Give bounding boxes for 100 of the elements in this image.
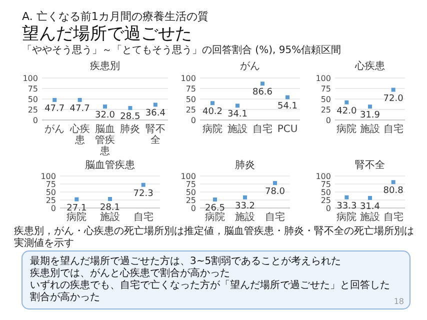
x-tick-label: 腎不全 [145, 123, 166, 146]
y-tick-label: 75 [46, 180, 56, 189]
data-label: 31.4 [360, 202, 380, 212]
x-tick-label: 施設 [360, 123, 380, 135]
x-tick-label: 自宅 [265, 211, 285, 223]
point [213, 198, 217, 202]
data-label: 33.2 [234, 201, 256, 212]
data-label: 72.3 [133, 188, 154, 199]
data-label: 78.0 [264, 187, 286, 198]
data-label: 86.6 [252, 88, 273, 98]
point [78, 98, 82, 102]
text: 望んだ場所で過ごせた [22, 24, 192, 44]
y-tick-label: 50 [320, 95, 331, 104]
x-tick-label: 心疾患 [68, 123, 90, 146]
point [273, 181, 277, 186]
data-label: 36.4 [145, 108, 166, 119]
text: 「ややそう思う」～「とてもそう思う」の回答割合 (%), 95%信頼区間 [22, 44, 342, 56]
data-label: 80.8 [383, 186, 404, 196]
x-tick-label: 施設 [235, 211, 255, 223]
data-label: 47.7 [44, 104, 65, 114]
data-label: 28.5 [120, 112, 140, 122]
data-label: 33.3 [336, 201, 357, 212]
point [236, 104, 240, 108]
point [52, 98, 57, 102]
point [344, 100, 349, 104]
point [391, 88, 396, 92]
x-tick-label: 病院 [336, 211, 357, 223]
x-tick-label: 施設 [100, 211, 120, 223]
point [368, 104, 372, 109]
data-label: 40.2 [202, 107, 223, 118]
x-tick-label: 病院 [336, 123, 357, 135]
chart-title: 腎不全 [355, 159, 385, 171]
y-tick-label: 25 [320, 196, 331, 205]
y-tick-label: 50 [46, 188, 56, 197]
data-label: 47.7 [70, 104, 90, 114]
y-tick-label: 100 [180, 172, 196, 181]
x-tick-label: がん [44, 124, 65, 135]
text: いずれの疾患でも、自宅で亡くなった方が「望んだ場所で過ごせた」と回答した割合が高かった [30, 279, 390, 303]
chart-title: 疾患別 [90, 60, 120, 72]
y-tick-label: 75 [320, 84, 331, 94]
y-tick-label: 100 [316, 74, 331, 83]
y-tick-label: 0 [190, 204, 196, 213]
y-tick-label: 25 [28, 106, 38, 114]
point [103, 104, 107, 109]
point [108, 197, 112, 202]
point [286, 95, 290, 100]
y-tick-label: 50 [320, 188, 331, 197]
y-tick-label: 100 [316, 172, 331, 181]
data-label: 34.1 [227, 110, 248, 120]
point [128, 106, 132, 110]
data-label: 72.0 [383, 94, 404, 104]
x-tick-label: 病院 [66, 211, 87, 223]
x-tick-label: 肺炎 [120, 123, 140, 135]
y-tick-label: 25 [320, 106, 331, 114]
chart-title: 肺炎 [235, 159, 255, 171]
x-tick-label: 施設 [360, 211, 380, 223]
point [210, 101, 214, 106]
chart-title: 心疾患 [354, 60, 385, 72]
y-tick-label: 25 [186, 196, 196, 205]
text: A. 亡くなる前1カ月間の療養生活の質 [22, 10, 208, 23]
x-tick-label: 病院 [202, 123, 222, 135]
point [391, 180, 396, 184]
x-tick-label: 自宅 [383, 211, 404, 223]
x-tick-label: 施設 [228, 123, 248, 135]
y-tick-label: 50 [186, 188, 196, 197]
y-tick-label: 25 [186, 106, 196, 114]
y-tick-label: 75 [28, 84, 38, 94]
x-tick-label: PCU [277, 124, 298, 135]
y-tick-label: 0 [326, 204, 331, 213]
text: 最期を望んだ場所で過ごせた方は、3~5割弱であることが考えられた [30, 255, 342, 267]
y-tick-label: 100 [40, 172, 56, 181]
y-tick-label: 0 [190, 116, 196, 125]
text: 疾患別，がん・心疾患の死亡場所別は推定値，脳血管疾患・肺炎・腎不全の死亡場所別は実測値を示す [14, 225, 414, 249]
data-label: 32.0 [94, 110, 116, 121]
y-tick-label: 100 [180, 74, 196, 83]
x-tick-label: 自宅 [252, 123, 272, 135]
y-tick-label: 75 [320, 180, 331, 189]
y-tick-label: 75 [186, 84, 196, 94]
y-tick-label: 50 [28, 95, 38, 104]
y-tick-label: 100 [22, 74, 38, 83]
x-tick-label: 病院 [205, 211, 225, 223]
text: 疾患別では、がんと心疾患で割合が高かった [30, 267, 230, 279]
y-tick-label: 50 [186, 95, 196, 104]
point [74, 197, 79, 202]
y-tick-label: 0 [32, 116, 38, 125]
y-tick-label: 75 [186, 180, 196, 189]
point [153, 102, 158, 107]
x-tick-label: 自宅 [383, 123, 404, 135]
y-tick-label: 0 [326, 116, 331, 125]
chart-title: 脳血管疾患 [85, 159, 135, 171]
x-tick-label: 自宅 [133, 211, 154, 223]
point [243, 195, 247, 200]
point [260, 82, 264, 86]
data-label: 42.0 [336, 106, 357, 116]
chart-title: がん [240, 61, 260, 72]
data-label: 54.1 [277, 101, 298, 112]
point [141, 182, 146, 187]
y-tick-label: 0 [50, 204, 56, 213]
x-tick-label: 脳血管疾患 [95, 123, 115, 157]
data-label: 31.9 [360, 110, 380, 121]
